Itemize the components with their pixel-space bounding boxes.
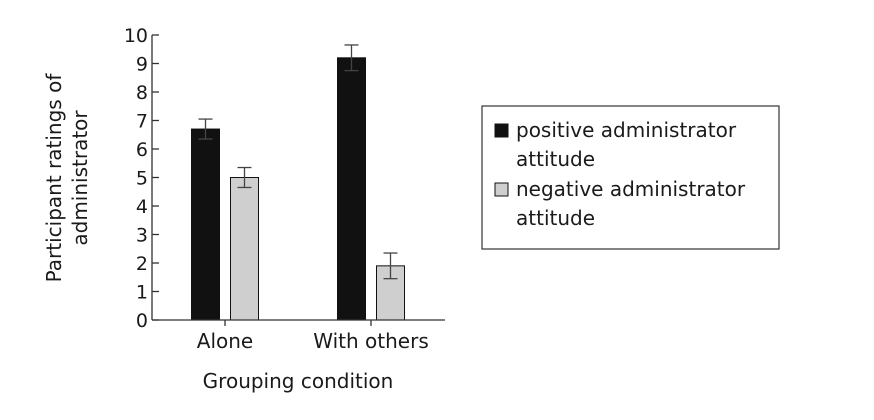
y-tick-label: 3: [136, 225, 148, 247]
x-axis-title: Grouping condition: [203, 369, 394, 393]
y-tick-label: 7: [136, 111, 148, 133]
legend-label-negative-line-2: attitude: [516, 206, 595, 230]
legend-swatch-negative: [494, 182, 509, 197]
y-tick-label: 6: [136, 139, 148, 161]
bars: [191, 44, 405, 321]
y-tick-label: 5: [136, 168, 148, 190]
y-axis-title-line-1: Participant ratings of: [42, 73, 66, 283]
legend: positive administrator attitude negative…: [481, 105, 780, 250]
legend-label-positive-line-1: positive administrator: [516, 118, 737, 142]
y-tick-label: 10: [124, 25, 148, 47]
legend-box: [481, 105, 780, 250]
y-tick-label: 1: [136, 282, 148, 304]
y-tick-label: 0: [136, 310, 148, 332]
x-axis: Alone With others: [152, 319, 445, 353]
x-category-label: With others: [313, 329, 428, 353]
y-tick-label: 4: [136, 196, 148, 218]
y-axis: 0 1 2 3 4 5 6 7 8 9 10: [124, 25, 159, 332]
legend-swatch-positive: [494, 123, 509, 138]
y-axis-title-line-2: administrator: [68, 110, 92, 246]
bar-negative-0: [230, 177, 259, 321]
legend-label-positive-line-2: attitude: [516, 147, 595, 171]
y-tick-label: 9: [136, 54, 148, 76]
bar-positive-0: [191, 128, 220, 321]
y-tick-label: 2: [136, 253, 148, 275]
legend-label-negative-line-1: negative administrator: [516, 177, 746, 201]
x-category-label: Alone: [197, 329, 253, 353]
bar-positive-1: [337, 57, 366, 321]
y-tick-label: 8: [136, 82, 148, 104]
